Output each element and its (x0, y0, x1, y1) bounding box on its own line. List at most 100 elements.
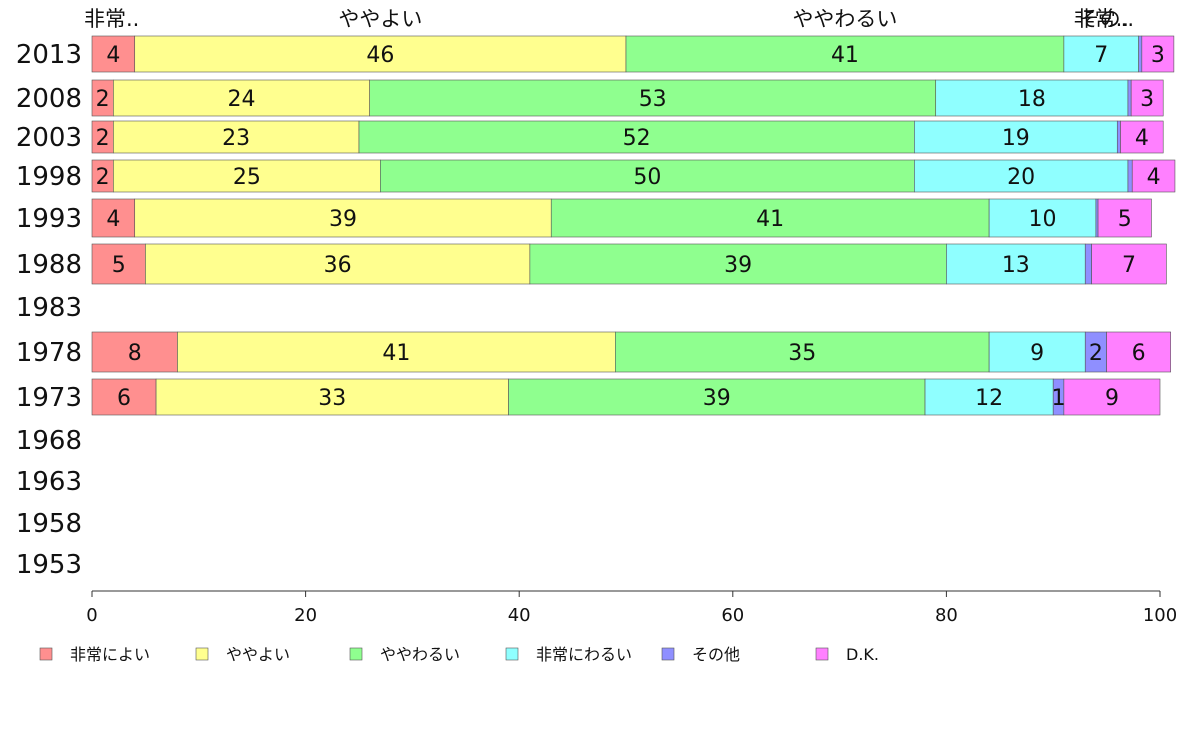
bars-area: 4 46 41 7 32 24 53 18 32 23 52 19 42 25 50 20 44 39 41 10 55… (91, 35, 1176, 416)
data-label-1973-s5: 9 (1105, 386, 1119, 411)
year-label-1958: 1958 (16, 509, 82, 539)
bar-1993-s4 (1095, 198, 1099, 238)
year-label-1968: 1968 (16, 426, 82, 456)
bar-2003-s2 (358, 120, 915, 154)
top-label-s4: その.. (1079, 7, 1134, 31)
data-label-2013-s0: 4 (106, 43, 120, 68)
data-label-2003-s5: 4 (1135, 126, 1149, 151)
data-label-1998-s1: 25 (233, 165, 261, 190)
data-label-1998-s0: 2 (96, 165, 110, 190)
data-label-1993-s0: 4 (106, 207, 120, 232)
bar-1993-s5 (1097, 198, 1152, 238)
bar-1978-s3 (988, 331, 1086, 373)
data-label-1998-s5: 4 (1147, 165, 1161, 190)
x-tick-label-60: 60 (721, 605, 744, 626)
x-tick-label-0: 0 (86, 605, 97, 626)
data-label-1978-s3: 9 (1030, 341, 1044, 366)
top-series-labels: 非常.. ややよい ややわるい 非常..その.. (84, 7, 1134, 31)
bar-1978-s5 (1106, 331, 1171, 373)
year-label-1963: 1963 (16, 467, 82, 497)
legend-label-s0: 非常によい (70, 645, 150, 664)
year-label-2003: 2003 (16, 123, 82, 153)
bar-2003-s5 (1120, 120, 1164, 154)
bar-1993-s3 (988, 198, 1097, 238)
data-label-1988-s1: 36 (324, 253, 352, 278)
data-label-1993-s1: 39 (329, 207, 357, 232)
year-label-1953: 1953 (16, 550, 82, 580)
bar-2013-s3 (1063, 35, 1139, 73)
data-label-1973-s4: 1 (1052, 386, 1066, 411)
bar-1998-s3 (914, 159, 1129, 193)
bar-2013-s5 (1141, 35, 1175, 73)
data-label-1993-s3: 10 (1029, 207, 1057, 232)
legend-swatch-s0 (39, 647, 53, 661)
year-label-2013: 2013 (16, 40, 82, 70)
data-label-2013-s2: 41 (831, 43, 859, 68)
legend: 非常によい ややよい ややわるい 非常にわるい その他 D.K. (39, 645, 879, 664)
year-label-1983: 1983 (16, 293, 82, 323)
top-label-s1: ややよい (338, 7, 422, 31)
data-label-1978-s4: 2 (1089, 341, 1103, 366)
bar-1998-s2 (380, 159, 915, 193)
data-label-2003-s2: 52 (623, 126, 651, 151)
data-label-1998-s2: 50 (633, 165, 661, 190)
x-tick-label-20: 20 (294, 605, 317, 626)
data-label-1988-s3: 13 (1002, 253, 1030, 278)
data-label-1978-s0: 8 (128, 341, 142, 366)
data-label-1973-s3: 12 (975, 386, 1003, 411)
data-label-2013-s3: 7 (1094, 43, 1108, 68)
year-label-2008: 2008 (16, 84, 82, 114)
bar-1973-s3 (924, 378, 1054, 416)
top-label-s3: 非常.. (1074, 7, 1129, 31)
year-label-1973: 1973 (16, 383, 82, 413)
data-label-1978-s2: 35 (788, 341, 816, 366)
bar-1993-s2 (550, 198, 990, 238)
bar-1978-s2 (615, 331, 990, 373)
top-label-s0: 非常.. (84, 7, 139, 31)
data-label-1988-s0: 5 (112, 253, 126, 278)
data-label-1993-s5: 5 (1118, 207, 1132, 232)
bar-2003-s4 (1116, 120, 1121, 154)
bar-1998-s5 (1131, 159, 1176, 193)
legend-swatch-s3 (505, 647, 519, 661)
data-label-1973-s1: 33 (318, 386, 346, 411)
data-label-2003-s1: 23 (222, 126, 250, 151)
legend-swatch-s2 (349, 647, 363, 661)
year-label-1988: 1988 (16, 250, 82, 280)
data-label-2008-s1: 24 (228, 87, 256, 112)
legend-label-s3: 非常にわるい (536, 645, 632, 664)
bar-2003-s1 (113, 120, 360, 154)
bar-1998-s4 (1127, 159, 1133, 193)
bar-1993-s0 (91, 198, 136, 238)
data-label-1998-s3: 20 (1007, 165, 1035, 190)
data-label-1978-s1: 41 (382, 341, 410, 366)
year-label-1978: 1978 (16, 338, 82, 368)
bar-1978-s1 (177, 331, 616, 373)
bar-2008-s3 (935, 79, 1129, 117)
legend-swatch-s1 (195, 647, 209, 661)
data-label-2003-s3: 19 (1002, 126, 1030, 151)
bar-1973-s0 (91, 378, 157, 416)
bar-1988-s1 (145, 243, 531, 285)
year-label-1993: 1993 (16, 204, 82, 234)
data-label-2008-s2: 53 (639, 87, 667, 112)
data-label-2008-s5: 3 (1140, 87, 1154, 112)
x-tick-label-80: 80 (935, 605, 958, 626)
data-label-1988-s5: 7 (1122, 253, 1136, 278)
bar-1973-s5 (1063, 378, 1161, 416)
bar-2013-s1 (134, 35, 627, 73)
year-axis-labels: 2013 2008 2003 1998 1993 1988 1983 1978 1973 1968… (16, 40, 82, 580)
bar-1993-s1 (134, 198, 552, 238)
data-label-2003-s0: 2 (96, 126, 110, 151)
bar-2013-s2 (625, 35, 1065, 73)
data-label-2013-s5: 3 (1151, 43, 1165, 68)
bar-1988-s0 (91, 243, 146, 285)
legend-swatch-s4 (661, 647, 675, 661)
top-label-s2: ややわるい (792, 7, 897, 31)
legend-label-s4: その他 (692, 645, 740, 664)
bar-1998-s1 (113, 159, 381, 193)
data-label-1993-s2: 41 (756, 207, 784, 232)
data-label-2008-s0: 2 (96, 87, 110, 112)
x-tick-label-40: 40 (508, 605, 531, 626)
bar-1988-s3 (946, 243, 1086, 285)
